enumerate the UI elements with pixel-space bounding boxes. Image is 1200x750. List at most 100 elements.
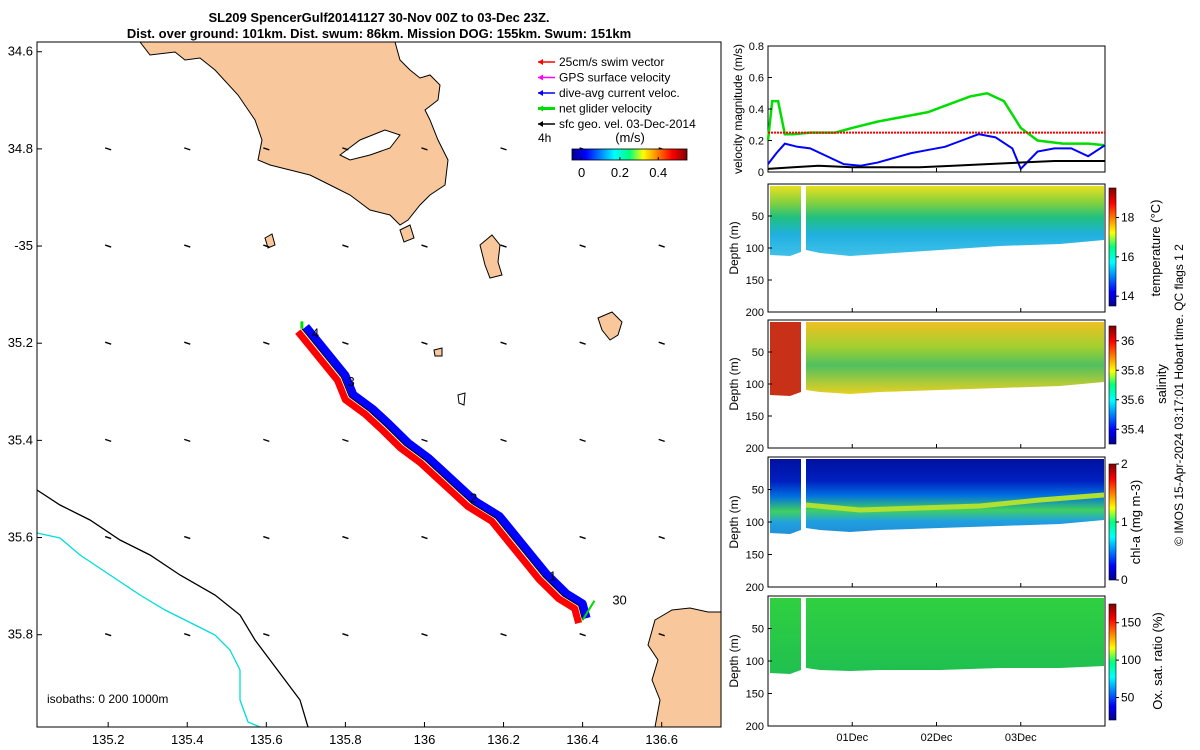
legend-arrowhead — [538, 121, 543, 127]
sfc-vel-arrow — [658, 244, 665, 248]
colorbar-tick-label: 150 — [1121, 616, 1141, 630]
colorbar-tick-label: 35.4 — [1121, 422, 1145, 436]
map-ytick-label: 35.6 — [8, 530, 33, 545]
depth-tick-label: 50 — [752, 624, 764, 636]
sfc-vel-arrow — [579, 341, 586, 345]
chlorophyll-field-left — [770, 459, 801, 534]
depth-tick-label: 100 — [746, 243, 764, 255]
sfc-vel-arrow — [184, 244, 191, 248]
time-axis: 01Dec 02Dec 03Dec — [836, 168, 1037, 744]
sfc-vel-arrow — [658, 535, 665, 540]
sfc-vel-arrow — [342, 147, 349, 151]
temperature-axes: 50 100 150 200 — [746, 211, 772, 319]
day-label: 3 — [347, 374, 354, 389]
sfc-vel-arrow — [263, 633, 270, 637]
colorbar-tick-label: 16 — [1121, 250, 1135, 264]
glider-track — [295, 321, 596, 625]
gps-track-line — [301, 328, 584, 621]
chlorophyll-ylabel: Depth (m) — [727, 495, 741, 548]
velocity-axes: 0 0.2 0.4 0.6 0.8 — [749, 41, 772, 179]
figure-title-line1: SL209 SpencerGulf20141127 30-Nov 00Z to … — [208, 10, 549, 25]
colorbar-tick-label: 36 — [1121, 334, 1135, 348]
sfc-vel-arrow — [342, 633, 349, 637]
time-tick-label: 03Dec — [1005, 732, 1037, 744]
colorbar-tick-label: 14 — [1121, 289, 1135, 303]
temperature-colorbar — [1108, 187, 1117, 307]
sfc-vel-arrow — [500, 633, 507, 637]
depth-tick-label: 50 — [752, 485, 764, 497]
sfc-vel-arrow — [104, 633, 112, 637]
velocity-panel: 0 0.2 0.4 0.6 0.8 velocity magnitude (m/s) — [731, 41, 1106, 179]
depth-tick-label: 200 — [746, 443, 764, 455]
colorbar-tick-label: 35.8 — [1121, 363, 1145, 377]
day-label: 1 — [549, 568, 556, 583]
sfc-vel-arrow — [342, 341, 349, 345]
legend-arrowhead — [538, 105, 543, 112]
depth-tick-label: 150 — [746, 550, 764, 562]
map-border — [36, 41, 722, 728]
chlorophyll-max-band — [805, 492, 1105, 513]
figure-title-line2: Dist. over ground: 101km. Dist. swum: 86… — [127, 26, 631, 41]
day-label: 4 — [312, 325, 319, 340]
sfc-vel-arrow — [263, 438, 270, 443]
map-legend: 25cm/s swim vector GPS surface velocitydi… — [538, 55, 696, 180]
depth-tick-label: 150 — [746, 275, 764, 287]
sfc-vel-arrow — [500, 244, 507, 248]
colorbar-tick-label: 0.2 — [611, 165, 629, 180]
sfc-vel-arrow — [263, 341, 270, 345]
velocity-ytick-label: 0.4 — [749, 104, 764, 116]
sfc-vel-arrow — [104, 341, 112, 345]
colorbar-tick-label: 2 — [1121, 457, 1128, 471]
depth-tick-label: 100 — [746, 379, 764, 391]
depth-tick-label: 150 — [746, 689, 764, 701]
land-island-small-5 — [457, 392, 466, 406]
copyright-text: © IMOS 15-Apr-2024 03:17:01 Hobart time.… — [1172, 244, 1186, 546]
velocity-series-line — [766, 91, 1106, 147]
sfc-vel-arrow — [579, 535, 586, 540]
velocity-ytick-label: 0 — [758, 167, 764, 179]
colorbar-tick-label: 100 — [1121, 653, 1141, 667]
sfc-vel-arrow — [500, 147, 507, 151]
chlorophyll-panel: 50 100 150 200 Depth (m) 0 1 2 chl-a (mg m-3) — [727, 456, 1143, 594]
sfc-vel-arrow — [263, 147, 270, 151]
legend-label: sfc geo. vel. 03-Dec-2014 — [559, 117, 696, 131]
depth-tick-label: 50 — [752, 347, 764, 359]
map-ytick-label: 35.2 — [8, 335, 33, 350]
depth-tick-label: 150 — [746, 411, 764, 423]
map-xtick-label: 136 — [414, 732, 436, 747]
colorbar-tick-label: 18 — [1121, 211, 1135, 225]
sfc-vel-arrow — [421, 438, 428, 443]
legend-label: GPS surface velocity — [559, 71, 670, 85]
sfc-vel-arrow — [342, 244, 349, 248]
temperature-clabel: temperature (°C) — [1148, 200, 1163, 297]
oxygen-ylabel: Depth (m) — [727, 634, 741, 687]
sfc-vel-arrow — [263, 535, 270, 540]
velocity-ytick-label: 0.8 — [749, 41, 764, 53]
sfc-vel-arrow — [263, 244, 270, 248]
sfc-vel-arrow — [579, 244, 586, 248]
salinity-clabel: salinity — [1154, 364, 1169, 404]
day-labels: 4 3 2 1 30 — [312, 325, 627, 607]
chlorophyll-clabel: chl-a (mg m-3) — [1128, 480, 1143, 565]
sfc-vel-arrow — [579, 633, 586, 637]
sfc-vel-arrow — [421, 341, 428, 345]
sfc-vel-arrow — [658, 341, 665, 345]
velocity-ylabel: velocity magnitude (m/s) — [731, 44, 745, 174]
map-ytick-label: 34.8 — [8, 141, 33, 156]
day-label: 2 — [470, 491, 477, 506]
velocity-series-line — [767, 159, 1105, 170]
sfc-vel-arrow — [342, 438, 349, 443]
land-bottom-right — [647, 607, 721, 727]
isobath-0m — [37, 489, 309, 727]
map-ytick-label: -35 — [14, 238, 33, 253]
day-label: 30 — [612, 593, 626, 608]
net-velocity-start — [581, 600, 596, 621]
map-content: 4 3 2 1 30 — [37, 42, 721, 727]
depth-tick-label: 200 — [746, 582, 764, 594]
map-axes: 135.2 135.4 135.6 135.8 136 136.2 136.4 136.634… — [8, 44, 678, 747]
sfc-vel-arrow — [184, 341, 191, 345]
velocity-ytick-label: 0.2 — [749, 136, 764, 148]
sfc-vel-arrow — [421, 633, 428, 637]
salinity-field-left — [770, 322, 801, 396]
